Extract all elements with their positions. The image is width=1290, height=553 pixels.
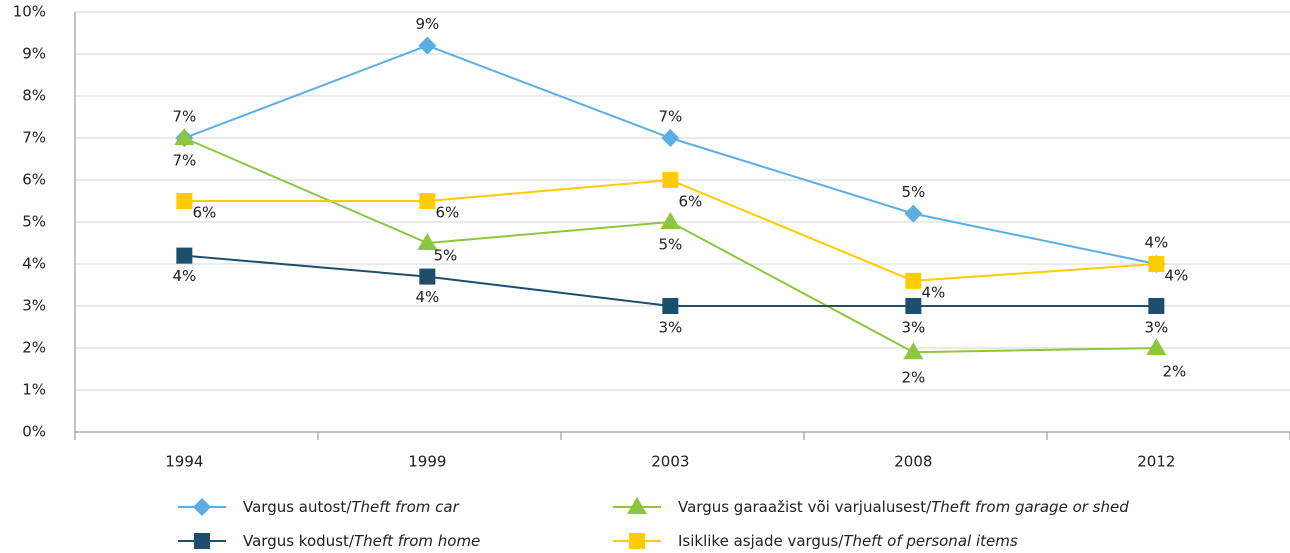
point xyxy=(661,129,680,147)
y-tick-label: 8% xyxy=(22,87,46,105)
y-tick-label: 9% xyxy=(22,45,46,63)
data-label: 7% xyxy=(172,108,196,126)
x-tick-label: 1994 xyxy=(165,453,203,471)
data-label: 4% xyxy=(172,267,196,285)
data-label: 3% xyxy=(1144,319,1168,337)
x-tick-label: 2003 xyxy=(651,453,689,471)
data-label: 2% xyxy=(1162,363,1186,381)
point xyxy=(193,498,211,516)
point xyxy=(176,193,193,209)
point xyxy=(174,128,195,145)
point xyxy=(194,533,210,549)
point xyxy=(419,268,436,285)
point xyxy=(905,272,922,289)
data-label: 9% xyxy=(415,15,439,33)
data-label: 4% xyxy=(1164,267,1188,285)
legend-label: Vargus garaažist või varjualusest/Theft … xyxy=(678,498,1129,516)
point xyxy=(905,298,922,314)
point xyxy=(903,342,924,360)
point xyxy=(1146,338,1167,355)
x-tick-label: 1999 xyxy=(408,453,446,471)
point xyxy=(1148,298,1165,314)
point xyxy=(904,204,923,223)
point xyxy=(660,212,681,229)
point xyxy=(662,298,679,314)
x-tick-label: 2012 xyxy=(1137,453,1175,471)
data-label: 6% xyxy=(678,193,702,211)
y-tick-label: 5% xyxy=(22,213,46,231)
data-label: 7% xyxy=(172,152,196,170)
point xyxy=(627,497,647,514)
point xyxy=(629,533,645,549)
point xyxy=(662,172,679,188)
data-label: 5% xyxy=(901,183,925,201)
y-tick-label: 0% xyxy=(22,423,46,441)
legend-label: Vargus kodust/Theft from home xyxy=(243,532,480,550)
y-tick-label: 4% xyxy=(22,255,46,273)
y-tick-label: 1% xyxy=(22,381,46,399)
y-tick-label: 7% xyxy=(22,129,46,147)
series-line xyxy=(184,178,1157,282)
y-tick-label: 3% xyxy=(22,297,46,315)
data-label: 5% xyxy=(433,247,457,265)
series-line xyxy=(183,44,1157,265)
data-label: 4% xyxy=(921,283,945,301)
data-label: 7% xyxy=(658,108,682,126)
data-label: 6% xyxy=(435,204,459,222)
data-label: 6% xyxy=(192,204,216,222)
point xyxy=(419,193,436,209)
y-tick-label: 10% xyxy=(13,3,46,21)
y-tick-label: 2% xyxy=(22,339,46,357)
legend-label: Vargus autost/Theft from car xyxy=(243,498,460,516)
y-tick-label: 6% xyxy=(22,171,46,189)
point xyxy=(418,36,437,55)
x-tick-label: 2008 xyxy=(894,453,932,471)
point xyxy=(417,233,438,250)
data-label: 3% xyxy=(901,319,925,337)
data-label: 4% xyxy=(1144,234,1168,252)
data-label: 4% xyxy=(415,288,439,306)
data-label: 3% xyxy=(658,319,682,337)
data-label: 2% xyxy=(901,369,925,387)
point xyxy=(176,247,193,264)
point xyxy=(1148,256,1165,272)
data-label: 5% xyxy=(658,236,682,254)
legend-label: Isiklike asjade vargus/Theft of personal… xyxy=(678,532,1018,550)
